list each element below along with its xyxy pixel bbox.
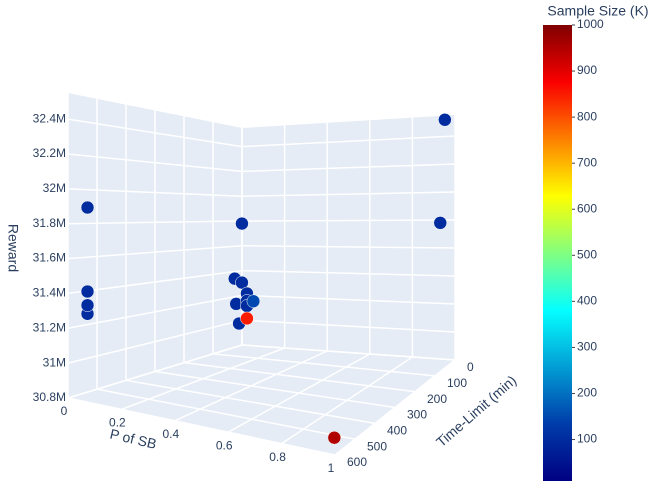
x-tick-label: 0.6 <box>216 438 233 452</box>
z-tick-label: 32.4M <box>33 111 66 125</box>
colorbar-title: Sample Size (K) <box>547 3 648 19</box>
grid-line <box>67 319 243 364</box>
point <box>240 311 254 326</box>
grid-line <box>183 361 416 393</box>
x-tick-label: 1 <box>328 461 335 475</box>
grid-line <box>67 153 243 173</box>
grid-line <box>241 191 456 197</box>
grid-line <box>212 353 436 377</box>
z-tick-label: 31M <box>43 355 66 369</box>
z-tick-label: 31.6M <box>33 251 66 265</box>
grid-line <box>241 245 456 249</box>
grid-line <box>241 294 456 305</box>
colorbar-tick-label: 100 <box>577 432 597 446</box>
colorbar-tick-label: 700 <box>577 155 597 169</box>
grid-line <box>67 188 243 197</box>
y-tick-label: 200 <box>427 392 447 406</box>
point <box>438 113 452 127</box>
grid-line <box>67 294 243 330</box>
colorbar-tick-label: 800 <box>577 109 597 123</box>
grid-line <box>241 269 456 277</box>
colorbar-tick-label: 600 <box>577 201 597 215</box>
z-tick-label: 31.2M <box>33 320 66 334</box>
point <box>80 200 95 215</box>
grid-line <box>67 245 243 260</box>
grid-line <box>125 379 376 425</box>
colorbar <box>543 25 572 481</box>
grid-line <box>241 163 456 173</box>
grid-line <box>154 370 396 409</box>
point <box>433 216 448 230</box>
z-tick-label: 30.8M <box>33 390 66 404</box>
back-wall <box>242 115 455 360</box>
colorbar-tick-label: 900 <box>577 63 597 77</box>
z-tick-label: 31.4M <box>33 286 66 300</box>
grid-line <box>96 388 356 440</box>
y-tick-label: 0 <box>467 360 474 374</box>
grid-line <box>67 397 336 456</box>
grid-line <box>241 219 456 222</box>
grid-line <box>67 118 243 148</box>
colorbar-tick-label: 200 <box>577 386 597 400</box>
grid-line <box>241 135 456 148</box>
colorbar-tick-label: 400 <box>577 294 597 308</box>
point <box>246 294 261 308</box>
z-tick-label: 32M <box>43 181 66 195</box>
y-tick-label: 500 <box>367 439 387 453</box>
colorbar-tick-label: 500 <box>577 247 597 261</box>
point <box>235 216 249 231</box>
x-tick-label: 0.8 <box>269 450 286 464</box>
y-tick-label: 400 <box>387 424 407 438</box>
grid-line <box>67 220 243 225</box>
grid-line <box>241 344 456 361</box>
colorbar-tick-label: 300 <box>577 340 597 354</box>
y-tick-label: 600 <box>347 455 367 469</box>
grid-line <box>67 344 243 399</box>
grid-line <box>67 269 243 295</box>
x-tick-label: 0.4 <box>162 427 179 441</box>
x-tick-label: 0.2 <box>109 416 126 430</box>
scene-walls <box>67 93 456 456</box>
z-axis-title: Reward <box>5 224 21 272</box>
z-tick-label: 31.8M <box>33 216 66 230</box>
point <box>80 298 95 312</box>
z-tick-label: 32.2M <box>33 146 66 160</box>
x-tick-label: 0 <box>61 404 68 418</box>
grid-line <box>241 319 456 333</box>
y-tick-label: 100 <box>447 376 467 390</box>
y-axis-title: Time-Limit (min) <box>433 372 519 450</box>
y-tick-label: 300 <box>407 408 427 422</box>
point <box>80 284 95 299</box>
colorbar-tick-label: 1000 <box>577 17 604 31</box>
point <box>327 430 342 445</box>
